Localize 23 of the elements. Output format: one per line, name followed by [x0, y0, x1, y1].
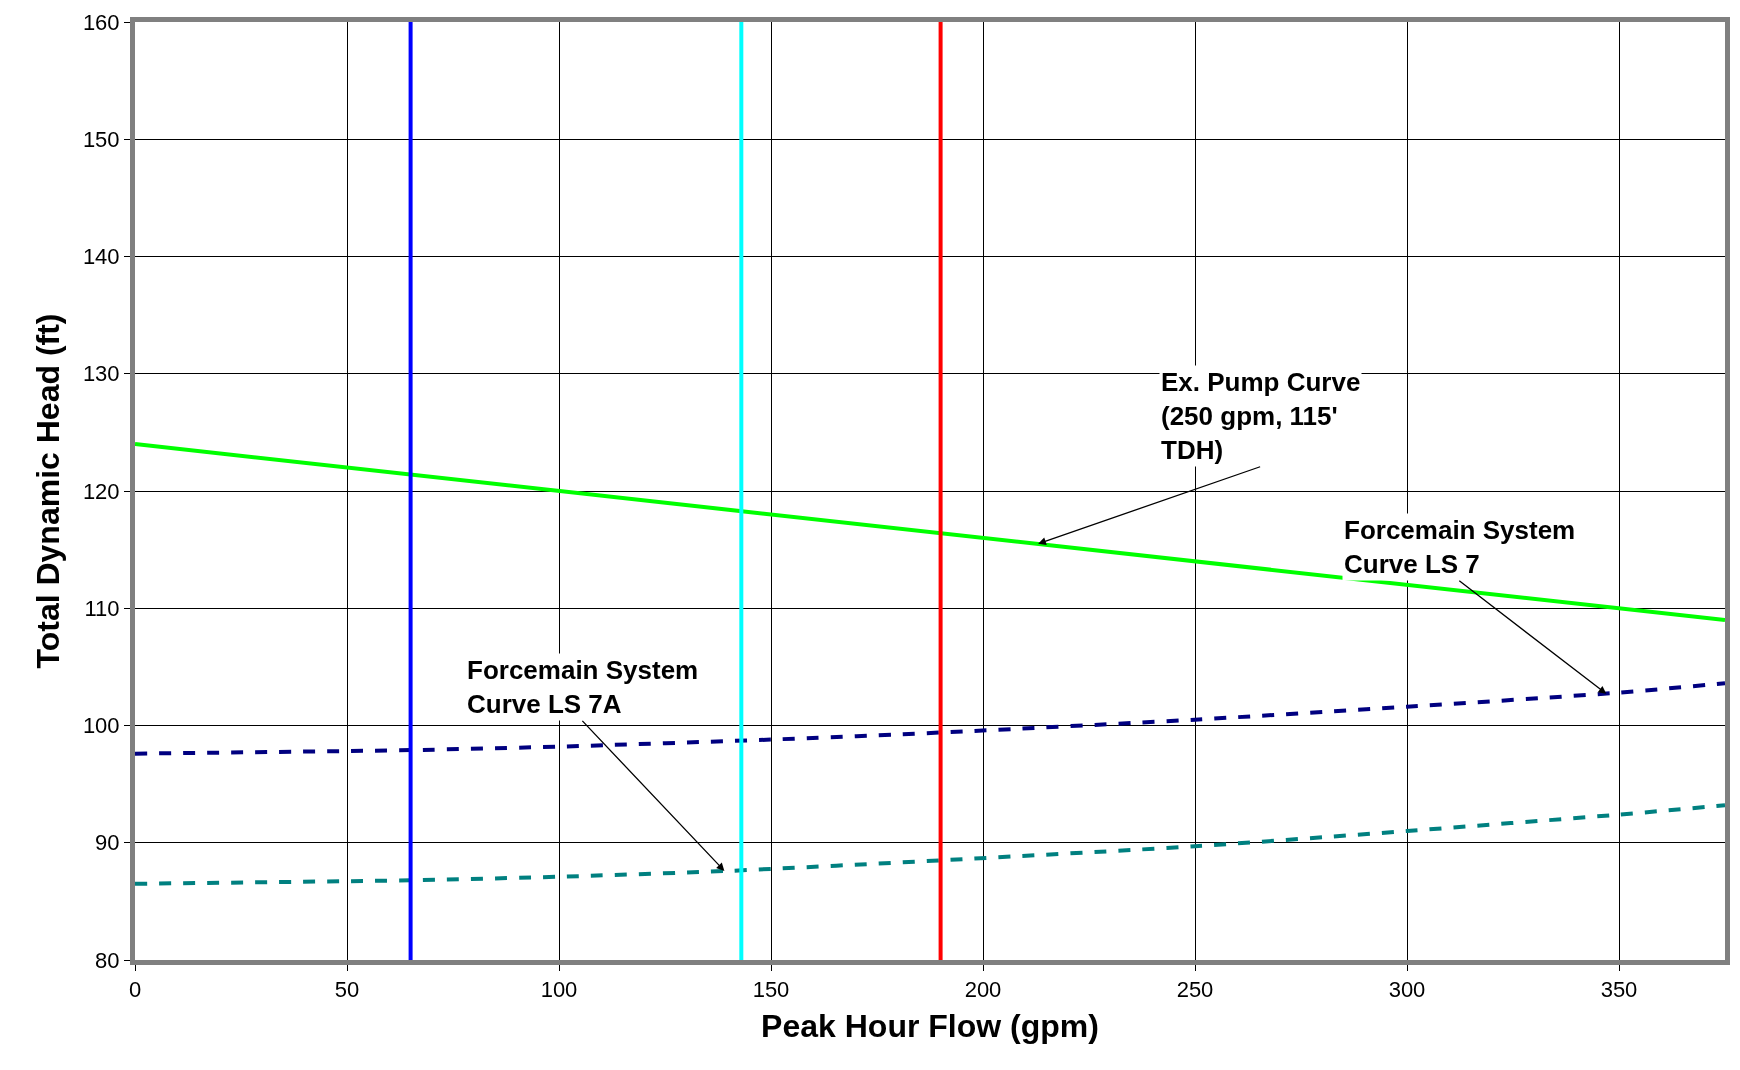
y-tick-label: 160: [82, 9, 120, 35]
line-series: [135, 803, 1725, 886]
x-tick-label: 250: [1176, 977, 1214, 1003]
y-axis-title: Total Dynamic Head (ft): [30, 313, 67, 669]
y-tick-label: 130: [82, 361, 120, 387]
x-tick-label: 200: [964, 977, 1002, 1003]
x-tick-label: 300: [1388, 977, 1426, 1003]
x-tick-label: 150: [752, 977, 790, 1003]
x-tick-label: 0: [128, 977, 142, 1003]
x-axis-title: Peak Hour Flow (gpm): [761, 1008, 1099, 1045]
x-tick-label: 50: [334, 977, 360, 1003]
y-tick-label: 100: [82, 713, 120, 739]
y-tick-label: 150: [82, 126, 120, 152]
x-tick-label: 350: [1600, 977, 1638, 1003]
annotation: Forcemain System Curve LS 7: [1344, 515, 1576, 579]
y-tick-label: 110: [84, 595, 120, 621]
y-tick-label: 80: [95, 947, 120, 973]
y-tick-label: 140: [82, 244, 120, 270]
annotation: Ex. Pump Curve (250 gpm, 115' TDH): [1161, 367, 1361, 465]
x-tick-label: 100: [540, 977, 578, 1003]
y-tick-label: 120: [82, 478, 120, 504]
y-tick-label: 90: [95, 830, 120, 856]
annotation: Forcemain System Curve LS 7A: [467, 655, 699, 719]
